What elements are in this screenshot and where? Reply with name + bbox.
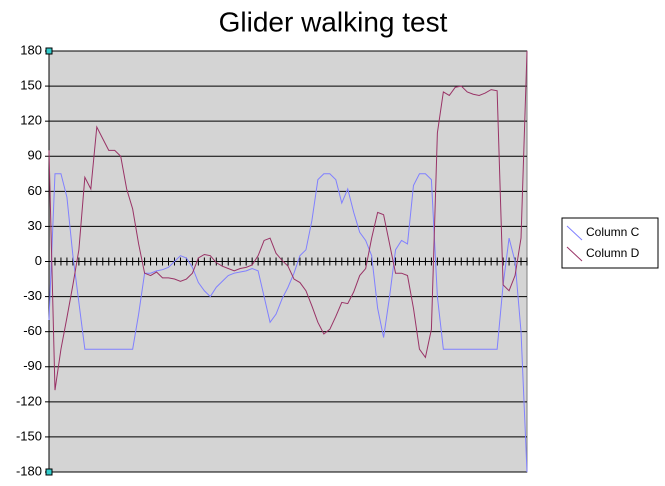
legend-label: Column D xyxy=(586,246,640,260)
y-tick-label: 150 xyxy=(20,78,42,93)
y-tick-label: -30 xyxy=(23,288,42,303)
y-tick-label: 180 xyxy=(20,42,42,57)
y-tick-label: -150 xyxy=(16,428,42,443)
legend-swatch xyxy=(566,246,583,262)
y-tick-label: -90 xyxy=(23,358,42,373)
lines xyxy=(48,50,528,473)
legend-label: Column C xyxy=(586,225,640,239)
series-line xyxy=(48,173,528,473)
y-tick-label: -180 xyxy=(16,463,42,478)
legend-swatch xyxy=(566,225,583,241)
selection-handle xyxy=(45,47,53,55)
y-tick-label: 60 xyxy=(28,183,42,198)
y-tick-label: 0 xyxy=(35,253,42,268)
grid: -180 -150 -120 -90 -60 -30 0 30 60 90 120 150 180 xyxy=(16,42,528,478)
chart-title: Glider walking test xyxy=(219,6,448,37)
series-line xyxy=(48,50,528,391)
selection-handle xyxy=(45,468,53,476)
y-tick-label: 120 xyxy=(20,113,42,128)
y-tick-label: -60 xyxy=(23,323,42,338)
y-tick-label: -120 xyxy=(16,393,42,408)
y-tick-label: 90 xyxy=(28,148,42,163)
legend xyxy=(561,217,659,269)
y-tick-label: 30 xyxy=(28,218,42,233)
